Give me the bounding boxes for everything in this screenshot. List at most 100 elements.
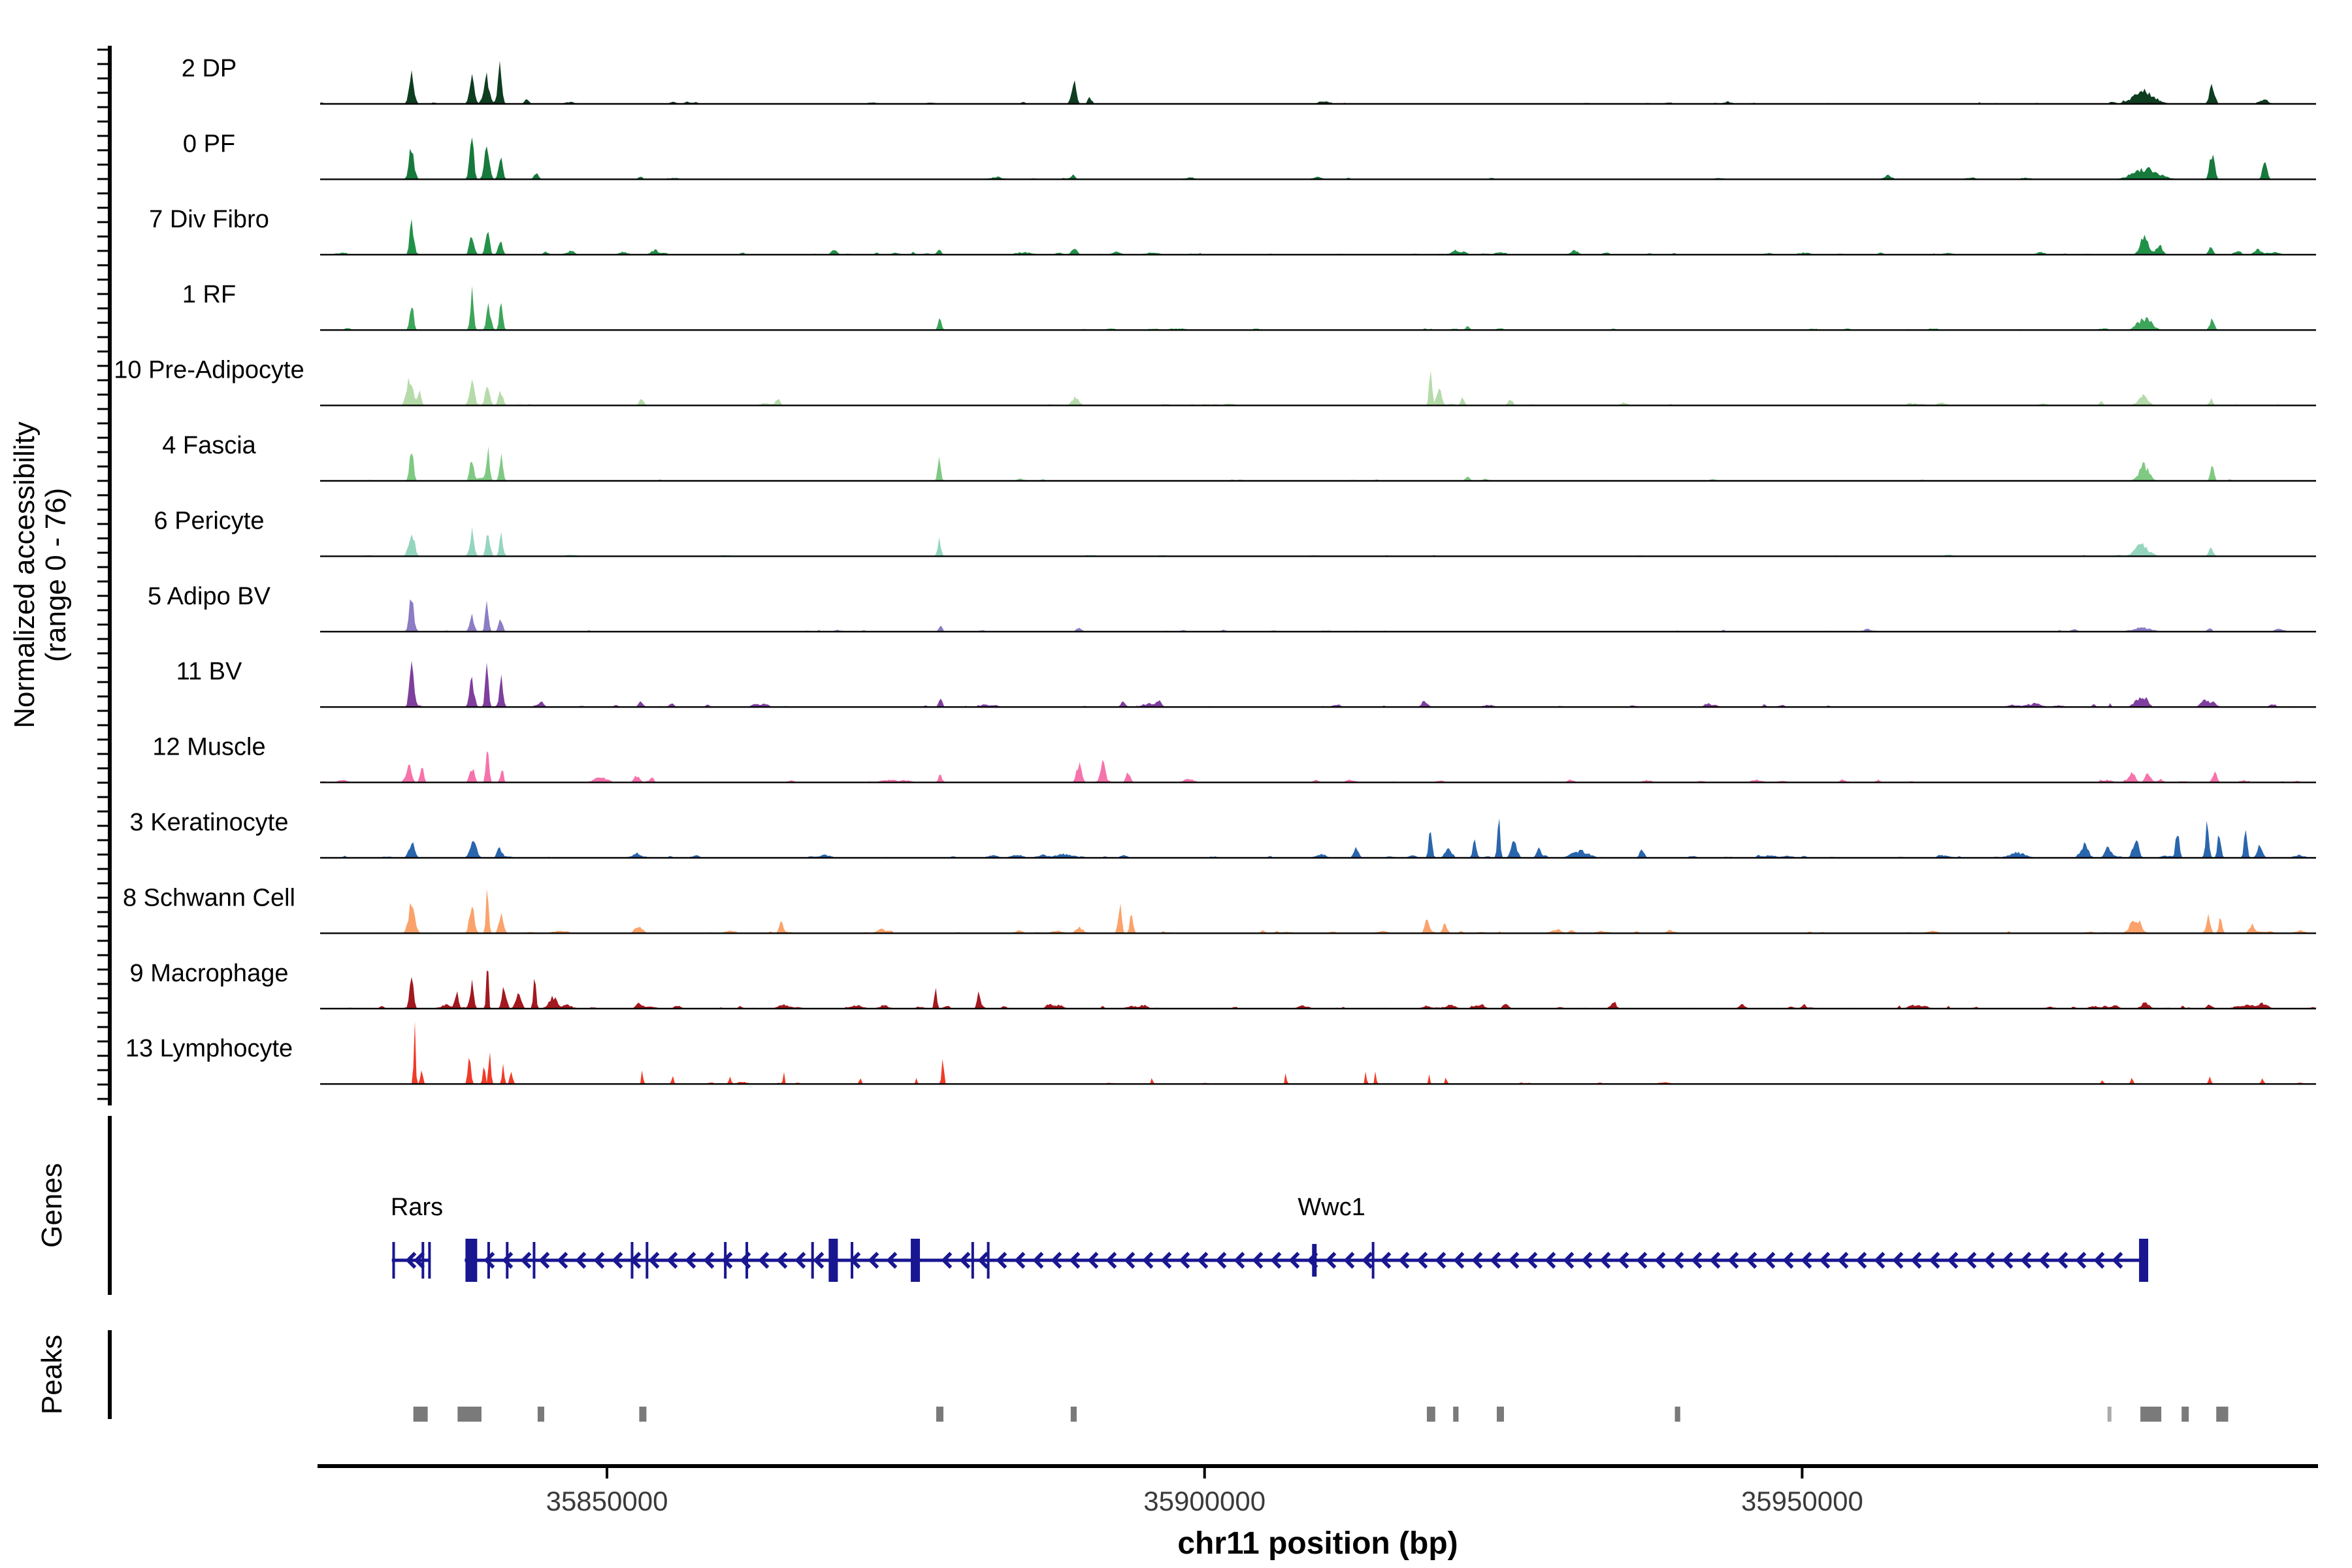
left-chevron-icon bbox=[941, 1252, 953, 1269]
left-chevron-icon bbox=[1837, 1252, 1849, 1269]
signal-area bbox=[320, 219, 2316, 255]
x-tick-label: 35850000 bbox=[546, 1486, 668, 1516]
signal-area bbox=[320, 446, 2316, 481]
left-chevron-icon bbox=[1197, 1252, 1209, 1269]
left-chevron-icon bbox=[1599, 1252, 1611, 1269]
left-chevron-icon bbox=[1618, 1252, 1629, 1269]
track-label: 7 Div Fibro bbox=[149, 206, 269, 233]
left-chevron-icon bbox=[557, 1252, 568, 1269]
left-chevron-icon bbox=[1984, 1252, 1995, 1269]
y-axis-label-line1: Normalized accessibility bbox=[8, 421, 41, 728]
track-row-11-bv: 11 BV bbox=[176, 658, 2316, 708]
gene-exon-thin bbox=[630, 1242, 634, 1279]
left-chevron-icon bbox=[538, 1252, 550, 1269]
left-chevron-icon bbox=[1874, 1252, 1886, 1269]
left-chevron-icon bbox=[1673, 1252, 1684, 1269]
peak-interval bbox=[1674, 1407, 1680, 1422]
left-chevron-icon bbox=[1142, 1252, 1154, 1269]
track-row-9-macrophage: 9 Macrophage bbox=[130, 960, 2316, 1010]
gene-exon-thin bbox=[645, 1242, 649, 1279]
left-chevron-icon bbox=[1069, 1252, 1081, 1269]
left-chevron-icon bbox=[1014, 1252, 1026, 1269]
peak-interval bbox=[413, 1407, 428, 1422]
peak-interval bbox=[1426, 1407, 1435, 1422]
left-chevron-icon bbox=[1124, 1252, 1135, 1269]
track-label: 2 DP bbox=[182, 55, 237, 82]
left-chevron-icon bbox=[1270, 1252, 1282, 1269]
peak-interval bbox=[936, 1407, 944, 1422]
track-row-13-lymphocyte: 13 Lymphocyte bbox=[125, 1021, 2316, 1085]
signal-area bbox=[320, 599, 2316, 632]
track-row-7-div-fibro: 7 Div Fibro bbox=[149, 206, 2316, 255]
track-row-1-rf: 1 RF bbox=[182, 281, 2316, 331]
track-row-0-pf: 0 PF bbox=[183, 130, 2316, 180]
left-chevron-icon bbox=[593, 1252, 605, 1269]
track-label: 5 Adipo BV bbox=[148, 583, 271, 610]
x-tick-label: 35950000 bbox=[1741, 1486, 1863, 1516]
left-chevron-icon bbox=[2038, 1252, 2050, 1269]
left-chevron-icon bbox=[520, 1252, 532, 1269]
left-chevron-icon bbox=[1179, 1252, 1190, 1269]
left-chevron-icon bbox=[1947, 1252, 1959, 1269]
left-chevron-icon bbox=[1746, 1252, 1757, 1269]
signal-area bbox=[320, 1021, 2316, 1085]
track-row-4-fascia: 4 Fascia bbox=[162, 432, 2316, 482]
left-chevron-icon bbox=[2093, 1252, 2105, 1269]
track-row-10-pre-adipocyte: 10 Pre-Adipocyte bbox=[114, 357, 2316, 406]
left-chevron-icon bbox=[1691, 1252, 1703, 1269]
left-chevron-icon bbox=[1288, 1252, 1300, 1269]
y-axis-label-line2: (range 0 - 76) bbox=[40, 488, 72, 662]
gene-exon-thin bbox=[851, 1242, 854, 1279]
gene-wwc1: Wwc1 bbox=[465, 1194, 2149, 1282]
signal-area bbox=[320, 889, 2316, 934]
gene-exon-thin bbox=[532, 1242, 536, 1279]
left-chevron-icon bbox=[2020, 1252, 2032, 1269]
gene-exon-thick bbox=[2139, 1239, 2149, 1282]
gene-name-label: Wwc1 bbox=[1298, 1194, 1365, 1221]
track-label: 6 Pericyte bbox=[154, 507, 265, 534]
left-chevron-icon bbox=[1032, 1252, 1044, 1269]
track-label: 4 Fascia bbox=[162, 432, 256, 459]
left-chevron-icon bbox=[1233, 1252, 1245, 1269]
accessibility-tracks: 2 DP 0 PF 7 Div Fibro 1 RF 10 Pre-Adipocyte 4… bbox=[114, 55, 2316, 1085]
gene-exon-thick bbox=[828, 1239, 838, 1282]
signal-area bbox=[320, 137, 2316, 180]
track-row-8-schwann-cell: 8 Schwann Cell bbox=[123, 884, 2316, 934]
peak-interval bbox=[639, 1407, 647, 1422]
track-label: 10 Pre-Adipocyte bbox=[114, 357, 304, 384]
left-chevron-icon bbox=[1343, 1252, 1355, 1269]
left-chevron-icon bbox=[1051, 1252, 1062, 1269]
signal-area bbox=[320, 370, 2316, 406]
left-chevron-icon bbox=[2057, 1252, 2068, 1269]
left-chevron-icon bbox=[977, 1252, 989, 1269]
left-chevron-icon bbox=[1910, 1252, 1922, 1269]
left-chevron-icon bbox=[868, 1252, 879, 1269]
track-row-3-keratinocyte: 3 Keratinocyte bbox=[130, 809, 2316, 859]
left-chevron-icon bbox=[575, 1252, 587, 1269]
left-chevron-icon bbox=[1581, 1252, 1593, 1269]
gene-exon-thin bbox=[745, 1242, 749, 1279]
gene-exon-thin bbox=[1371, 1242, 1375, 1279]
left-chevron-icon bbox=[1160, 1252, 1172, 1269]
gene-exon-thin bbox=[428, 1242, 431, 1279]
x-axis-title: chr11 position (bp) bbox=[1177, 1526, 1458, 1561]
left-chevron-icon bbox=[1636, 1252, 1648, 1269]
left-chevron-icon bbox=[1544, 1252, 1556, 1269]
track-row-2-dp: 2 DP bbox=[182, 55, 2316, 105]
gene-exon-thin bbox=[487, 1242, 490, 1279]
left-chevron-icon bbox=[2112, 1252, 2123, 1269]
left-chevron-icon bbox=[1855, 1252, 1867, 1269]
track-label: 13 Lymphocyte bbox=[125, 1035, 293, 1062]
signal-area bbox=[320, 818, 2316, 858]
left-chevron-icon bbox=[1453, 1252, 1465, 1269]
left-chevron-icon bbox=[1215, 1252, 1227, 1269]
left-chevron-icon bbox=[1526, 1252, 1538, 1269]
left-chevron-icon bbox=[483, 1252, 495, 1269]
track-label: 1 RF bbox=[182, 281, 236, 308]
signal-area bbox=[320, 61, 2316, 104]
left-chevron-icon bbox=[1819, 1252, 1831, 1269]
signal-area bbox=[320, 286, 2316, 331]
left-chevron-icon bbox=[703, 1252, 715, 1269]
left-chevron-icon bbox=[502, 1252, 514, 1269]
